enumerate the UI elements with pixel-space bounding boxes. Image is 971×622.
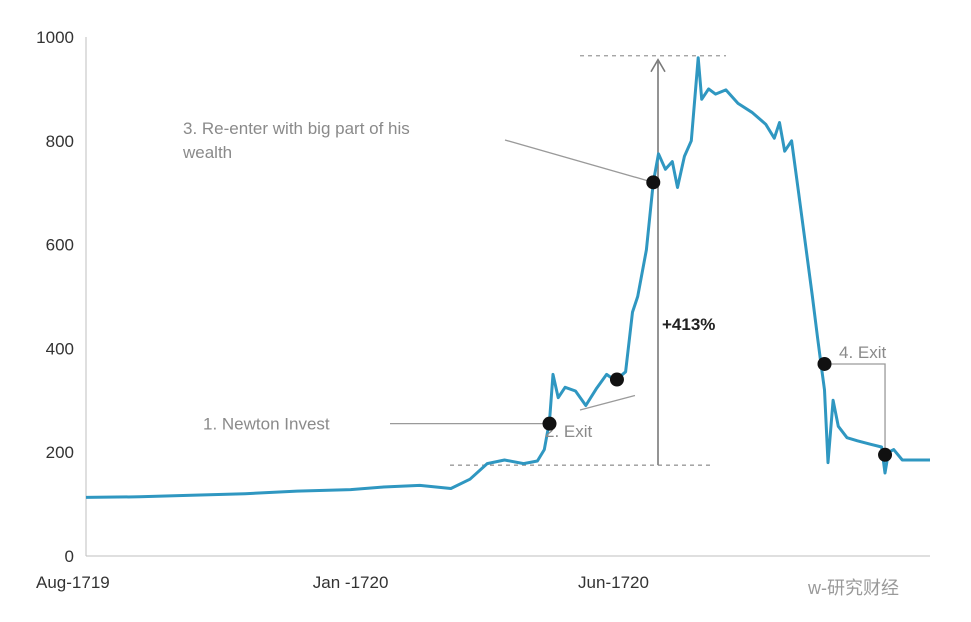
x-tick-label: Aug-1719 [36,573,110,592]
annotations: 1. Newton Invest 2. Exit 3. Re-enter with … [182,119,893,462]
annotation-label-3-line-1: 3. Re-enter with big part of his [183,119,410,138]
annotation-label-3: 3. Re-enter with big part of his wealth [182,119,410,162]
annotation-marker-2 [609,372,624,387]
gain-label: +413% [662,315,715,334]
gain-arrow-head [650,58,666,73]
x-axis-ticks: Aug-1719 Jan -1720 Jun-1720 [36,573,649,592]
annotation-leader-3 [504,139,654,183]
x-tick-label: Jun-1720 [578,573,649,592]
annotation-marker-5 [878,447,893,462]
watermark: w-研究财经 [807,578,899,598]
annotation-label-4: 4. Exit [839,343,887,362]
y-tick-label: 600 [46,236,74,255]
axes [85,37,930,557]
y-tick-label: 0 [65,547,74,566]
y-tick-label: 200 [46,443,74,462]
y-tick-label: 800 [46,132,74,151]
x-tick-label: Jan -1720 [313,573,389,592]
y-axis-ticks: 0 200 400 600 800 1000 [36,28,74,566]
annotation-leader-2 [579,394,636,411]
annotation-marker-1 [542,416,557,431]
annotation-marker-4 [817,356,832,371]
annotation-label-1: 1. Newton Invest [203,415,330,434]
annotation-marker-3 [646,175,661,190]
y-tick-label: 400 [46,339,74,358]
annotation-label-2: 2. Exit [545,422,593,441]
annotation-label-3-line-2: wealth [182,143,232,162]
series-line [85,56,930,499]
series [85,56,930,499]
y-tick-label: 1000 [36,28,74,47]
annotation-leader-4 [824,363,886,455]
reference-lines: +413% [450,55,726,466]
